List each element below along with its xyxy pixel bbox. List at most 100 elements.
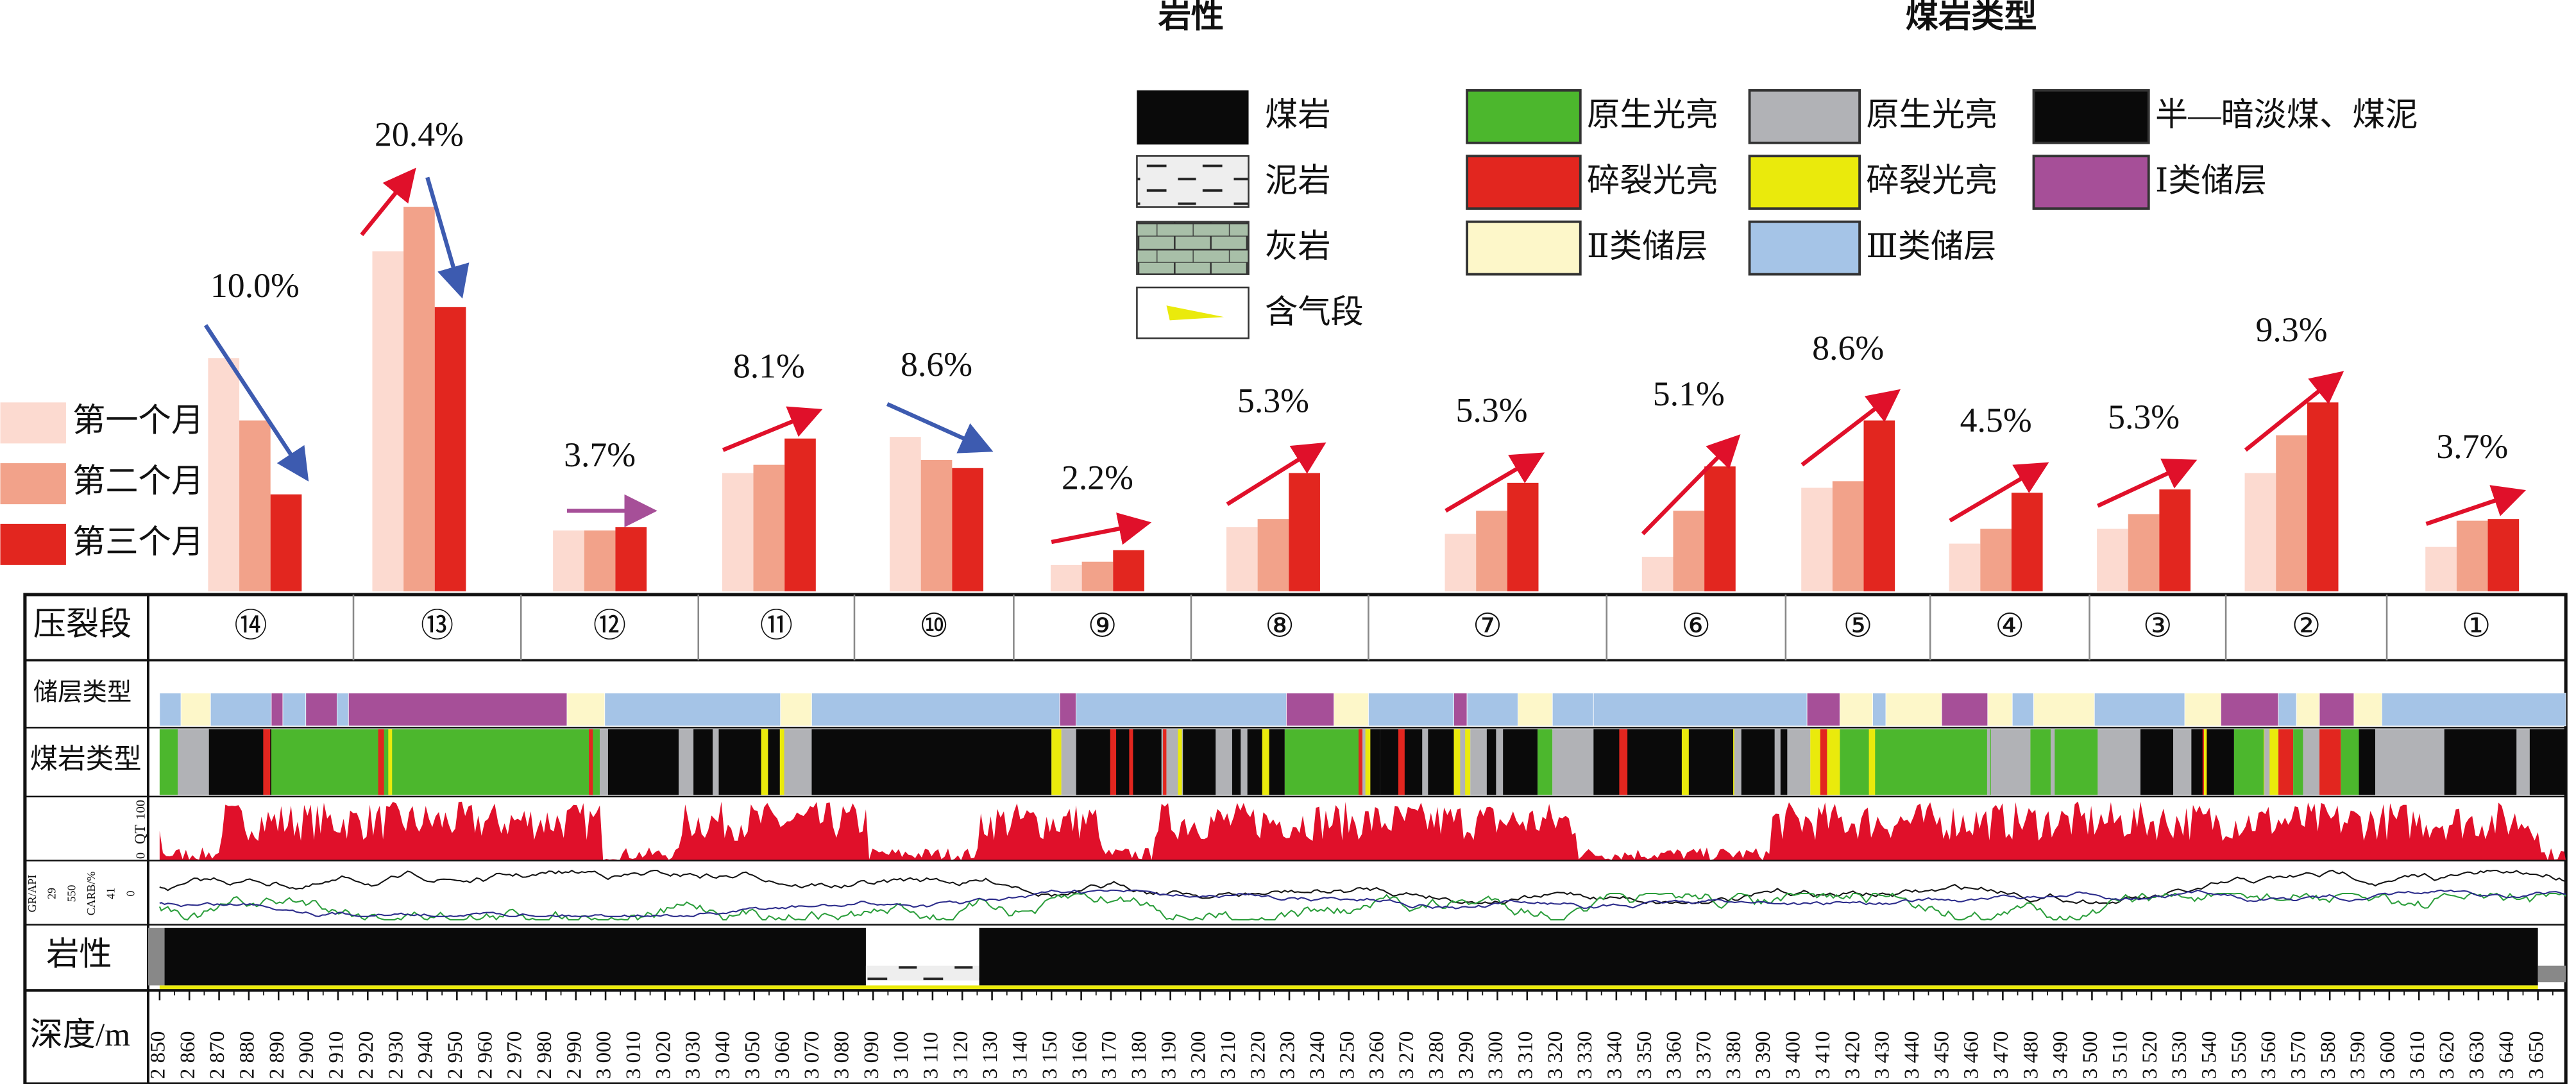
coal-strip [1820,729,1827,795]
coal-strip [2375,729,2445,795]
bar [372,251,404,591]
bar [1801,487,1833,591]
reservoir-strip [271,693,284,727]
bar [1641,557,1674,591]
value-label: 5.1% [1653,375,1725,413]
lithology [979,927,2538,986]
value-label: 8.6% [901,345,972,384]
bar [1507,482,1539,591]
reservoir-strip [1552,693,1594,727]
bar [2276,435,2307,591]
depth-label: 2 920 [354,1031,378,1079]
depth-label: 3 470 [1989,1031,2013,1079]
reservoir-strip [1941,693,1988,727]
trend-arrow [1051,512,1152,545]
reservoir-strip [1059,693,1077,727]
legend-swatch [0,523,66,565]
segment-label: ⑥ [1681,607,1711,644]
coal-strip [2319,729,2341,795]
reservoir-strip [180,693,211,727]
depth-label: 3 620 [2435,1031,2459,1079]
row-label: 岩性 [46,936,112,973]
trend-arrow [360,167,416,237]
bar [1113,550,1144,591]
reservoir-strip [2221,693,2279,727]
trend-arrow [1801,389,1901,467]
bar [1949,543,1981,591]
bar [1257,519,1289,591]
legend-swatch [1466,220,1582,276]
depth-label: 3 550 [2227,1031,2251,1079]
coal-strip [2264,729,2270,795]
segment-label: ⑫ [593,607,626,644]
coal-strip [1241,729,1248,795]
legend-swatch [1748,155,1861,210]
coal-strip [1110,729,1117,795]
depth-label: 3 260 [1365,1031,1389,1079]
coal-strip [159,729,178,795]
coal-strip [1552,729,1594,795]
depth-label: 3 050 [740,1031,764,1079]
coal-strip [1868,729,1876,795]
depth-label: 2 950 [443,1031,467,1079]
axis-label: 0 [133,852,148,859]
segment-label: ⑤ [1843,607,1873,644]
bar [920,459,953,591]
legend-label: Ⅲ类储层 [1866,228,1996,265]
reservoir-strip [2184,693,2221,727]
reservoir-strip [811,693,1060,727]
depth-label: 3 460 [1960,1031,1983,1079]
bar [403,207,435,591]
coal-strip [1051,729,1062,795]
legend-swatch [1166,305,1224,321]
coal-strip [178,729,209,795]
coal-strip [1496,729,1504,795]
coal-strip [271,729,600,795]
coal-strip [2203,729,2207,795]
depth-label: 3 440 [1900,1031,1924,1079]
value-label: 5.3% [1237,381,1309,419]
depth-label: 2 990 [562,1031,586,1079]
value-label: 9.3% [2256,310,2328,349]
bar [2159,489,2191,591]
depth-label: 3 530 [2167,1031,2191,1079]
coal-strip [1178,729,1182,795]
coal-strip [2030,729,2098,795]
lithology [2538,965,2566,983]
bar [2128,514,2160,591]
coal-strip [263,729,271,795]
depth-label: 2 930 [384,1031,407,1079]
coal-strip [2359,729,2376,795]
legend-label: 泥岩 [1265,163,1330,199]
coal-strip [1365,729,1371,795]
coal-strip [1262,729,1269,795]
legend-title: 岩性 [1158,0,1224,35]
coal-strip [208,729,271,795]
coal-strip [2529,729,2566,795]
legend-label: 灰岩 [1265,228,1330,265]
bar [1980,529,2012,591]
coal-strip [1359,729,1366,795]
depth-label: 3 250 [1335,1031,1359,1079]
reservoir-strip [1593,693,1808,727]
reservoir-strip [566,693,606,727]
legend-label: 原生光亮 [1587,97,1718,133]
legend-swatch [1466,89,1582,144]
depth-label: 3 300 [1484,1031,1507,1079]
legend-label: 第一个月 [72,402,204,439]
depth-label: 3 170 [1097,1031,1121,1079]
coal-strip [811,729,1052,795]
depth-label: 3 360 [1662,1031,1686,1079]
coal-strip [1216,729,1232,795]
reservoir-strip [159,693,182,727]
trend-arrow [1949,462,2049,523]
trend-arrow [886,402,994,453]
coal-strip [1163,729,1167,795]
depth-label: 3 370 [1692,1031,1716,1079]
depth-label: 3 030 [681,1031,705,1079]
segment-label: ⑨ [1088,607,1117,644]
depth-label: 3 230 [1276,1031,1300,1079]
depth-label: 2 980 [532,1031,556,1079]
depth-label: 3 210 [1216,1031,1240,1079]
lithology [148,927,165,986]
